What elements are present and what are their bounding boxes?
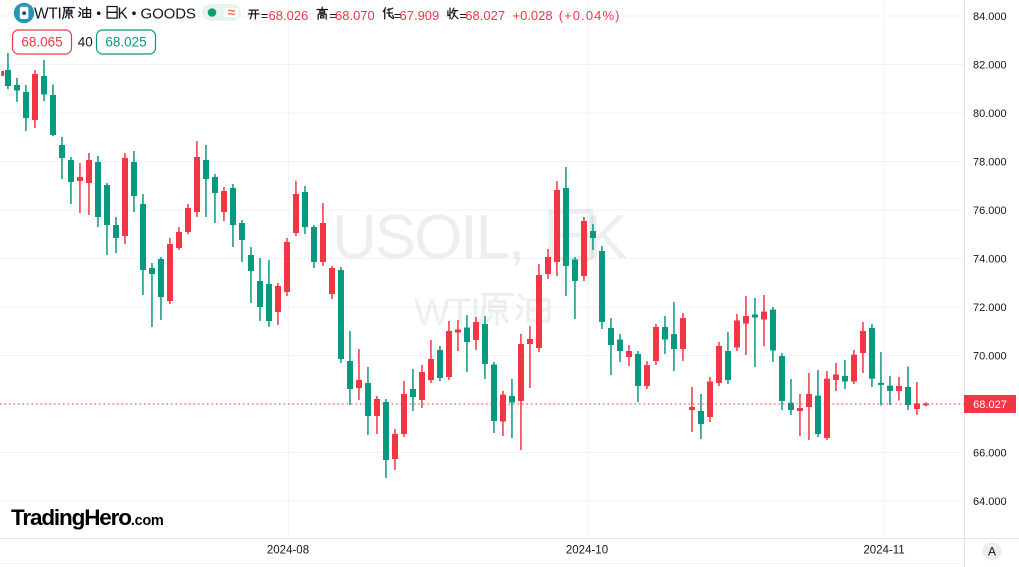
svg-text:64.000: 64.000 [973,496,1007,508]
svg-text:82.000: 82.000 [973,59,1007,71]
svg-text:67.909: 67.909 [400,8,440,23]
svg-text:72.000: 72.000 [973,302,1007,314]
svg-text:=: = [261,8,269,23]
svg-text:K: K [118,6,129,23]
svg-text:A: A [988,545,996,559]
svg-text:≈: ≈ [227,4,235,20]
svg-text:80.000: 80.000 [973,108,1007,120]
svg-text:40: 40 [78,34,93,49]
svg-text:(+0.04%): (+0.04%) [559,8,621,23]
svg-text:WTI: WTI [414,292,479,334]
svg-text:2024-11: 2024-11 [863,545,904,557]
svg-text:68.027: 68.027 [973,399,1007,411]
svg-text:=: = [459,8,467,23]
svg-text:68.070: 68.070 [335,8,375,23]
svg-text:66.000: 66.000 [973,447,1007,459]
svg-text:68.026: 68.026 [269,8,309,23]
svg-text:+0.028: +0.028 [513,8,553,23]
svg-text:78.000: 78.000 [973,156,1007,168]
svg-text:68.027: 68.027 [465,8,505,23]
svg-text:74.000: 74.000 [973,253,1007,265]
svg-text:=: = [394,8,402,23]
svg-text:76.000: 76.000 [973,205,1007,217]
svg-text:GOODS: GOODS [141,6,196,23]
svg-text:68.025: 68.025 [105,34,146,49]
svg-text:2024-08: 2024-08 [267,545,309,557]
svg-text:68.065: 68.065 [21,34,62,49]
svg-text:2024-10: 2024-10 [566,545,608,557]
svg-text:WTI: WTI [34,6,62,23]
svg-text:84.000: 84.000 [973,11,1007,23]
svg-text:=: = [329,8,337,23]
svg-text:USOIL,: USOIL, [332,203,523,272]
svg-text:70.000: 70.000 [973,350,1007,362]
